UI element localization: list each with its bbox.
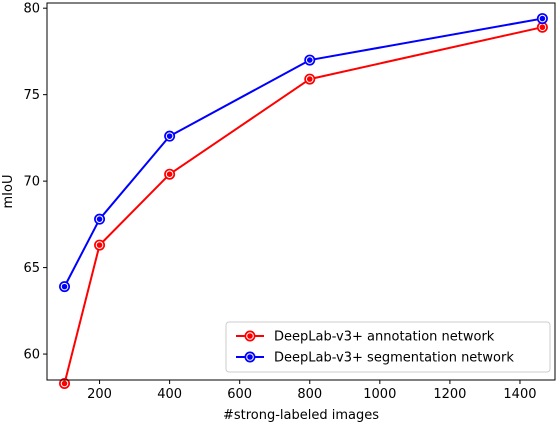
marker-ring: [165, 132, 174, 140]
data-point: [304, 73, 316, 85]
marker-ring: [165, 170, 174, 179]
x-tick-label: 1400: [503, 387, 536, 402]
y-tick-label: 80: [23, 2, 40, 17]
marker-ring: [305, 56, 314, 64]
plot-frame: [46, 2, 556, 381]
x-tick-label: 1000: [363, 387, 396, 402]
x-axis-label: #strong-labeled images: [223, 408, 379, 423]
legend-marker-ring: [246, 353, 254, 361]
axes: 200 400 600 800 1000 1200 1400 60 65 70 75 80: [23, 2, 556, 402]
marker-ring: [60, 282, 69, 291]
data-point: [94, 213, 106, 225]
data-point: [164, 130, 176, 142]
marker-ring: [95, 215, 104, 223]
data-point: [304, 54, 316, 66]
y-tick-label: 70: [23, 175, 40, 190]
x-tick-label: 200: [87, 387, 112, 402]
data-point: [536, 13, 548, 25]
legend-box: [225, 321, 551, 373]
legend-label: DeepLab-v3+ segmentation network: [274, 351, 514, 366]
x-tick-label: 800: [297, 387, 322, 402]
data-point: [59, 281, 71, 293]
data-point: [59, 377, 71, 389]
x-tick-label: 1200: [433, 387, 466, 402]
data-point: [94, 239, 106, 251]
legend-label: DeepLab-v3+ annotation network: [274, 330, 495, 345]
x-tick-label: 400: [157, 387, 182, 402]
data-point: [164, 168, 176, 180]
x-tick-label: 600: [227, 387, 252, 402]
marker-ring: [305, 75, 314, 83]
legend-entry: DeepLab-v3+ annotation network: [236, 330, 495, 345]
y-axis-label: mIoU: [1, 175, 16, 209]
y-tick-label: 65: [23, 261, 40, 276]
marker-ring: [538, 14, 547, 23]
legend-marker-ring: [246, 332, 254, 340]
legend: DeepLab-v3+ annotation network DeepLab-v3…: [225, 321, 551, 373]
y-tick-label: 60: [23, 348, 40, 363]
marker-ring: [95, 241, 104, 249]
plot-area: [59, 13, 548, 389]
legend-entry: DeepLab-v3+ segmentation network: [236, 351, 514, 366]
y-tick-label: 75: [23, 88, 40, 103]
